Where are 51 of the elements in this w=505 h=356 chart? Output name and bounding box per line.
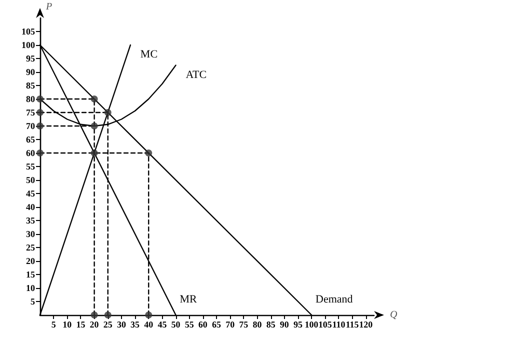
y-tick-label: 100 bbox=[22, 40, 36, 50]
series-label: MC bbox=[140, 48, 158, 60]
x-tick-label: 20 bbox=[90, 320, 100, 330]
x-tick-label: 50 bbox=[171, 320, 181, 330]
x-tick-label: 10 bbox=[62, 320, 72, 330]
x-tick-label: 100 bbox=[304, 320, 319, 330]
y-tick-label: 5 bbox=[30, 296, 36, 306]
x-tick-label: 30 bbox=[116, 320, 126, 330]
y-tick-label: 15 bbox=[26, 270, 36, 280]
x-tick-label: 80 bbox=[252, 320, 262, 330]
y-tick-label: 65 bbox=[26, 134, 36, 144]
y-tick-label: 60 bbox=[26, 148, 36, 158]
x-tick-label: 90 bbox=[280, 320, 290, 330]
x-axis-title: Q bbox=[390, 310, 398, 320]
series-label: MR bbox=[180, 294, 198, 306]
x-tick-label: 15 bbox=[76, 320, 86, 330]
y-tick-label: 20 bbox=[26, 256, 36, 266]
x-tick-label: 110 bbox=[332, 320, 346, 330]
y-tick-label: 70 bbox=[26, 121, 36, 131]
x-tick-label: 60 bbox=[198, 320, 208, 330]
y-tick-label: 90 bbox=[26, 67, 36, 77]
x-tick-label: 115 bbox=[346, 320, 360, 330]
x-tick-label: 120 bbox=[359, 320, 374, 330]
y-tick-label: 95 bbox=[26, 54, 36, 64]
x-tick-label: 105 bbox=[318, 320, 332, 330]
y-tick-label: 50 bbox=[26, 175, 36, 185]
x-tick-label: 45 bbox=[158, 320, 168, 330]
x-tick-label: 25 bbox=[103, 320, 113, 330]
y-tick-label: 55 bbox=[26, 162, 36, 172]
series-label: ATC bbox=[186, 68, 207, 81]
y-tick-label: 10 bbox=[26, 283, 36, 293]
x-tick-label: 85 bbox=[266, 320, 276, 330]
x-tick-label: 65 bbox=[212, 320, 222, 330]
x-tick-label: 75 bbox=[239, 320, 249, 330]
y-tick-label: 80 bbox=[26, 94, 36, 104]
y-tick-label: 45 bbox=[26, 188, 36, 198]
x-tick-label: 5 bbox=[51, 320, 56, 330]
y-tick-label: 35 bbox=[26, 216, 36, 226]
series-label: Demand bbox=[316, 294, 354, 306]
x-tick-label: 70 bbox=[226, 320, 236, 330]
x-tick-label: 35 bbox=[130, 320, 140, 330]
x-tick-label: 40 bbox=[144, 320, 154, 330]
y-tick-label: 25 bbox=[26, 242, 36, 252]
y-tick-label: 75 bbox=[26, 108, 36, 118]
x-tick-label: 55 bbox=[184, 320, 194, 330]
y-tick-label: 40 bbox=[26, 202, 36, 212]
y-tick-label: 85 bbox=[26, 80, 36, 90]
y-tick-label: 30 bbox=[26, 229, 36, 239]
y-tick-label: 105 bbox=[22, 26, 36, 36]
x-tick-label: 95 bbox=[293, 320, 303, 330]
y-axis-title: P bbox=[45, 2, 52, 12]
